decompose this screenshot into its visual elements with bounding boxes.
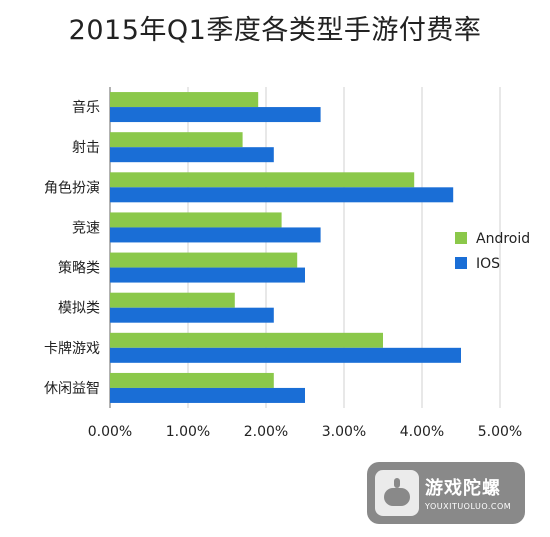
category-label: 卡牌游戏	[44, 340, 100, 357]
bar-android-1	[110, 132, 243, 148]
bar-android-7	[110, 372, 274, 388]
x-tick-label: 5.00%	[478, 424, 522, 440]
x-tick-label: 1.00%	[166, 424, 210, 440]
bar-android-6	[110, 332, 383, 348]
category-label: 竞速	[72, 219, 100, 236]
bar-android-0	[110, 92, 259, 108]
gyroscope-icon	[375, 470, 419, 516]
legend-label-android: Android	[476, 231, 530, 247]
bar-ios-2	[110, 187, 454, 203]
watermark-logo: 游戏陀螺 YOUXITUOLUO.COM	[367, 462, 525, 524]
legend-label-ios: IOS	[476, 256, 500, 272]
category-label: 模拟类	[58, 301, 100, 317]
x-tick-label: 4.00%	[400, 424, 444, 440]
x-tick-label: 3.00%	[322, 424, 366, 440]
x-tick-label: 0.00%	[88, 424, 132, 440]
bar-ios-3	[110, 227, 321, 243]
category-label: 策略类	[58, 260, 100, 277]
bar-android-4	[110, 252, 298, 268]
bars	[110, 92, 461, 403]
watermark-url: YOUXITUOLUO.COM	[425, 502, 512, 511]
legend-swatch-ios	[455, 257, 467, 269]
bar-android-3	[110, 212, 282, 228]
category-label: 射击	[72, 140, 100, 156]
bar-ios-0	[110, 107, 321, 123]
bar-android-2	[110, 172, 415, 188]
watermark-name: 游戏陀螺	[425, 478, 501, 499]
bar-ios-7	[110, 387, 305, 403]
bar-ios-6	[110, 347, 461, 363]
bar-android-5	[110, 292, 235, 308]
x-tick-labels: 0.00% 1.00% 2.00% 3.00% 4.00% 5.00%	[88, 424, 522, 440]
legend-swatch-android	[455, 232, 467, 244]
bar-ios-1	[110, 147, 274, 163]
bar-ios-4	[110, 267, 305, 283]
chart-title: 2015年Q1季度各类型手游付费率	[68, 15, 482, 46]
legend: Android IOS	[455, 231, 530, 272]
bar-ios-5	[110, 307, 274, 323]
x-tick-label: 2.00%	[244, 424, 288, 440]
category-label: 音乐	[72, 99, 100, 116]
category-label: 休闲益智	[44, 381, 100, 397]
category-label: 角色扮演	[44, 179, 100, 196]
